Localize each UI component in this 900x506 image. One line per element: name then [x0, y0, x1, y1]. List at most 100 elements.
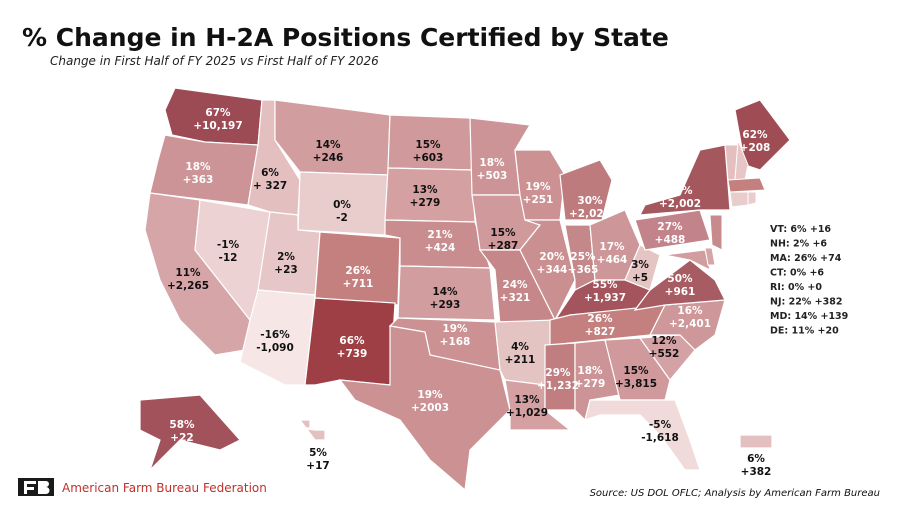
small-state: [747, 191, 757, 206]
state-change: +211: [505, 354, 536, 366]
state-pct: 14%: [315, 139, 341, 151]
small-state-label: NJ: 22% +382: [770, 297, 842, 308]
state: [519, 219, 576, 322]
state-pct: 18%: [479, 157, 505, 169]
state-change: +344: [537, 264, 568, 276]
small-state-label: DE: 11% +20: [770, 326, 839, 337]
small-state: [729, 191, 749, 208]
state-change: +287: [488, 240, 519, 252]
state-pct: 6%: [747, 453, 765, 465]
state-change: + 327: [253, 180, 287, 192]
small-state-label: RI: 0% +0: [770, 282, 822, 293]
state: [298, 419, 326, 441]
state-pct: 19%: [417, 389, 443, 401]
state: [584, 399, 701, 471]
state-change: +321: [500, 292, 531, 304]
state-change: +17: [306, 460, 329, 472]
state-pct: 2%: [277, 251, 295, 263]
state: [634, 209, 711, 251]
state-pct: 0%: [333, 199, 351, 211]
state-change: +464: [597, 254, 628, 266]
state-change: +22: [170, 432, 193, 444]
state-change: +363: [183, 174, 214, 186]
state-change: -2: [336, 212, 348, 224]
state-change: +1,232: [537, 380, 579, 392]
state-pct: 11%: [175, 267, 201, 279]
state-pct: 16%: [677, 305, 703, 317]
state-pct: -16%: [260, 329, 290, 341]
small-state-label: NH: 2% +6: [770, 239, 827, 250]
organization: American Farm Bureau Federation: [62, 481, 267, 495]
state-pct: 66%: [339, 335, 365, 347]
state-change: +503: [477, 170, 508, 182]
state-change: +251: [523, 194, 554, 206]
state-pct: 55%: [592, 279, 618, 291]
source: Source: US DOL OFLC; Analysis by America…: [590, 488, 880, 499]
state-pct: 26%: [587, 313, 613, 325]
state-pct: 19%: [525, 181, 551, 193]
state-pct: 12%: [651, 335, 677, 347]
state-pct: -1%: [217, 239, 240, 251]
state-pct: 62%: [742, 129, 768, 141]
state-pct: 25%: [570, 251, 596, 263]
title: % Change in H-2A Positions Certified by …: [22, 23, 669, 52]
state-change: +279: [575, 378, 606, 390]
subtitle: Change in First Half of FY 2025 vs First…: [50, 54, 379, 68]
state-change: +293: [430, 299, 461, 311]
state: [604, 337, 671, 401]
state-pct: 27%: [657, 221, 683, 233]
state-change: +365: [568, 264, 599, 276]
state-change: +552: [649, 348, 680, 360]
state-change: +2,265: [167, 280, 209, 292]
state-pct: 26%: [345, 265, 371, 277]
state-change: +711: [343, 278, 374, 290]
state-change: +739: [337, 348, 368, 360]
logo: [18, 478, 54, 496]
state-change: +2003: [411, 402, 449, 414]
state-pct: 13%: [412, 184, 438, 196]
small-state: [704, 247, 716, 266]
state-change: +1,029: [506, 407, 548, 419]
state: [338, 325, 511, 492]
state-pct: 21%: [427, 229, 453, 241]
state-pct: 52%: [667, 185, 693, 197]
state-change: +2,021: [569, 208, 611, 220]
small-state: [727, 177, 766, 193]
state-change: +279: [410, 197, 441, 209]
state-pct: 15%: [490, 227, 516, 239]
state-change: +246: [313, 152, 344, 164]
small-state: [664, 249, 711, 271]
state-pct: 14%: [432, 286, 458, 298]
state-change: +961: [665, 286, 696, 298]
state: [559, 159, 613, 221]
state-change: +2,401: [669, 318, 711, 330]
state-pct: 13%: [514, 394, 540, 406]
state-pct: 4%: [511, 341, 529, 353]
state-pct: 29%: [545, 367, 571, 379]
state: [739, 434, 773, 449]
state-pct: 15%: [415, 139, 441, 151]
state-pct: 15%: [623, 365, 649, 377]
state-change: +424: [425, 242, 456, 254]
state-pct: 20%: [539, 251, 565, 263]
small-state-label: MD: 14% +139: [770, 311, 848, 322]
state-change: +3,815: [615, 378, 657, 390]
state-change: +1,937: [584, 292, 626, 304]
small-state: [709, 214, 723, 251]
state-change: +488: [655, 234, 686, 246]
state-change: +2,002: [659, 198, 701, 210]
state-pct: 5%: [309, 447, 327, 459]
state-pct: 50%: [667, 273, 693, 285]
state-change: +10,197: [193, 120, 242, 132]
states: [139, 87, 791, 492]
state-pct: 24%: [502, 279, 528, 291]
state: [544, 342, 576, 411]
small-state-label: MA: 26% +74: [770, 253, 842, 264]
state: [397, 265, 496, 321]
state-pct: 67%: [205, 107, 231, 119]
state-change: +23: [274, 264, 297, 276]
state-change: +382: [741, 466, 772, 478]
small-state-label: CT: 0% +6: [770, 268, 824, 279]
state-pct: -5%: [649, 419, 672, 431]
